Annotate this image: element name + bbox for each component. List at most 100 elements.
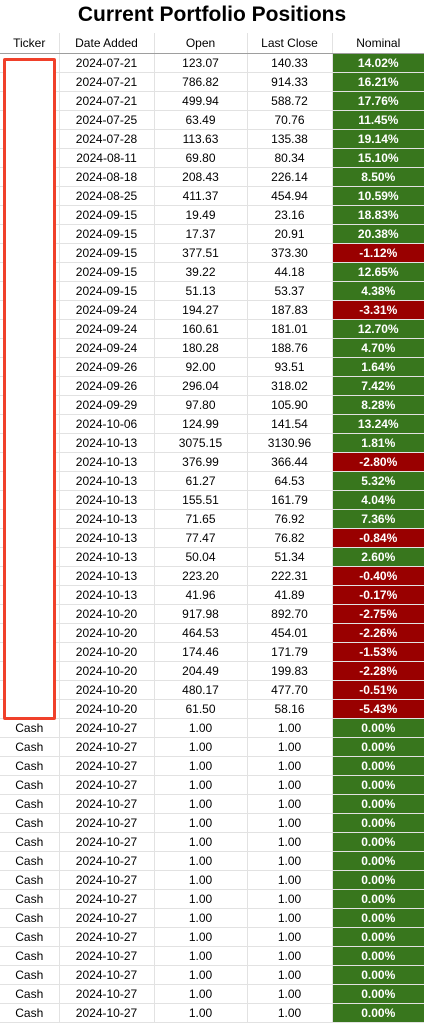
cell-last-close[interactable]: 23.16 xyxy=(247,205,333,225)
cell-ticker[interactable]: Cash xyxy=(0,832,60,852)
cell-nominal[interactable]: -2.75% xyxy=(332,604,424,624)
cell-open[interactable]: 464.53 xyxy=(154,623,248,643)
cell-ticker[interactable] xyxy=(0,585,60,605)
cell-open[interactable]: 1.00 xyxy=(154,927,248,947)
cell-date-added[interactable]: 2024-10-27 xyxy=(59,946,155,966)
cell-date-added[interactable]: 2024-10-13 xyxy=(59,490,155,510)
cell-nominal[interactable]: 1.81% xyxy=(332,433,424,453)
cell-open[interactable]: 1.00 xyxy=(154,832,248,852)
cell-ticker[interactable] xyxy=(0,205,60,225)
cell-last-close[interactable]: 64.53 xyxy=(247,471,333,491)
cell-ticker[interactable] xyxy=(0,376,60,396)
cell-last-close[interactable]: 1.00 xyxy=(247,718,333,738)
cell-nominal[interactable]: 7.36% xyxy=(332,509,424,529)
cell-nominal[interactable]: 11.45% xyxy=(332,110,424,130)
cell-open[interactable]: 376.99 xyxy=(154,452,248,472)
cell-date-added[interactable]: 2024-07-21 xyxy=(59,53,155,73)
cell-nominal[interactable]: 19.14% xyxy=(332,129,424,149)
cell-open[interactable]: 69.80 xyxy=(154,148,248,168)
cell-open[interactable]: 480.17 xyxy=(154,680,248,700)
cell-nominal[interactable]: 0.00% xyxy=(332,737,424,757)
cell-last-close[interactable]: 318.02 xyxy=(247,376,333,396)
cell-last-close[interactable]: 188.76 xyxy=(247,338,333,358)
cell-date-added[interactable]: 2024-09-26 xyxy=(59,357,155,377)
cell-date-added[interactable]: 2024-10-13 xyxy=(59,509,155,529)
cell-last-close[interactable]: 914.33 xyxy=(247,72,333,92)
cell-nominal[interactable]: -2.80% xyxy=(332,452,424,472)
cell-open[interactable]: 50.04 xyxy=(154,547,248,567)
cell-last-close[interactable]: 76.92 xyxy=(247,509,333,529)
cell-date-added[interactable]: 2024-10-06 xyxy=(59,414,155,434)
cell-last-close[interactable]: 3130.96 xyxy=(247,433,333,453)
cell-last-close[interactable]: 588.72 xyxy=(247,91,333,111)
cell-date-added[interactable]: 2024-09-15 xyxy=(59,281,155,301)
cell-last-close[interactable]: 93.51 xyxy=(247,357,333,377)
cell-date-added[interactable]: 2024-10-27 xyxy=(59,927,155,947)
cell-date-added[interactable]: 2024-07-25 xyxy=(59,110,155,130)
cell-nominal[interactable]: -2.26% xyxy=(332,623,424,643)
cell-date-added[interactable]: 2024-07-21 xyxy=(59,72,155,92)
cell-last-close[interactable]: 454.01 xyxy=(247,623,333,643)
cell-ticker[interactable]: Cash xyxy=(0,794,60,814)
cell-date-added[interactable]: 2024-09-29 xyxy=(59,395,155,415)
cell-date-added[interactable]: 2024-08-18 xyxy=(59,167,155,187)
cell-nominal[interactable]: 17.76% xyxy=(332,91,424,111)
cell-last-close[interactable]: 222.31 xyxy=(247,566,333,586)
cell-date-added[interactable]: 2024-09-24 xyxy=(59,300,155,320)
cell-ticker[interactable] xyxy=(0,642,60,662)
cell-ticker[interactable]: Cash xyxy=(0,1003,60,1023)
cell-ticker[interactable]: Cash xyxy=(0,813,60,833)
cell-nominal[interactable]: 0.00% xyxy=(332,813,424,833)
cell-last-close[interactable]: 187.83 xyxy=(247,300,333,320)
cell-open[interactable]: 1.00 xyxy=(154,756,248,776)
cell-nominal[interactable]: 12.70% xyxy=(332,319,424,339)
cell-open[interactable]: 1.00 xyxy=(154,908,248,928)
cell-nominal[interactable]: 0.00% xyxy=(332,984,424,1004)
cell-nominal[interactable]: 14.02% xyxy=(332,53,424,73)
cell-ticker[interactable] xyxy=(0,357,60,377)
cell-last-close[interactable]: 41.89 xyxy=(247,585,333,605)
cell-open[interactable]: 19.49 xyxy=(154,205,248,225)
cell-date-added[interactable]: 2024-10-27 xyxy=(59,908,155,928)
cell-last-close[interactable]: 20.91 xyxy=(247,224,333,244)
cell-ticker[interactable] xyxy=(0,167,60,187)
cell-last-close[interactable]: 135.38 xyxy=(247,129,333,149)
cell-ticker[interactable] xyxy=(0,262,60,282)
cell-open[interactable]: 160.61 xyxy=(154,319,248,339)
cell-nominal[interactable]: 0.00% xyxy=(332,1003,424,1023)
cell-date-added[interactable]: 2024-09-15 xyxy=(59,243,155,263)
cell-open[interactable]: 97.80 xyxy=(154,395,248,415)
cell-ticker[interactable] xyxy=(0,395,60,415)
cell-nominal[interactable]: 0.00% xyxy=(332,889,424,909)
cell-ticker[interactable] xyxy=(0,604,60,624)
cell-open[interactable]: 204.49 xyxy=(154,661,248,681)
cell-date-added[interactable]: 2024-09-24 xyxy=(59,338,155,358)
cell-ticker[interactable] xyxy=(0,699,60,719)
cell-open[interactable]: 411.37 xyxy=(154,186,248,206)
cell-date-added[interactable]: 2024-10-27 xyxy=(59,756,155,776)
cell-last-close[interactable]: 892.70 xyxy=(247,604,333,624)
cell-ticker[interactable] xyxy=(0,338,60,358)
cell-date-added[interactable]: 2024-07-21 xyxy=(59,91,155,111)
cell-last-close[interactable]: 1.00 xyxy=(247,946,333,966)
cell-date-added[interactable]: 2024-10-27 xyxy=(59,889,155,909)
cell-open[interactable]: 499.94 xyxy=(154,91,248,111)
cell-last-close[interactable]: 1.00 xyxy=(247,832,333,852)
cell-last-close[interactable]: 1.00 xyxy=(247,756,333,776)
cell-open[interactable]: 1.00 xyxy=(154,946,248,966)
cell-open[interactable]: 1.00 xyxy=(154,984,248,1004)
cell-nominal[interactable]: 16.21% xyxy=(332,72,424,92)
cell-ticker[interactable] xyxy=(0,129,60,149)
cell-nominal[interactable]: 0.00% xyxy=(332,832,424,852)
cell-date-added[interactable]: 2024-10-27 xyxy=(59,718,155,738)
cell-nominal[interactable]: 4.04% xyxy=(332,490,424,510)
column-header-ticker[interactable]: Ticker xyxy=(0,33,60,54)
cell-nominal[interactable]: 0.00% xyxy=(332,775,424,795)
cell-open[interactable]: 194.27 xyxy=(154,300,248,320)
cell-date-added[interactable]: 2024-09-15 xyxy=(59,262,155,282)
cell-open[interactable]: 1.00 xyxy=(154,794,248,814)
cell-date-added[interactable]: 2024-09-24 xyxy=(59,319,155,339)
cell-open[interactable]: 113.63 xyxy=(154,129,248,149)
cell-nominal[interactable]: 2.60% xyxy=(332,547,424,567)
cell-open[interactable]: 1.00 xyxy=(154,851,248,871)
